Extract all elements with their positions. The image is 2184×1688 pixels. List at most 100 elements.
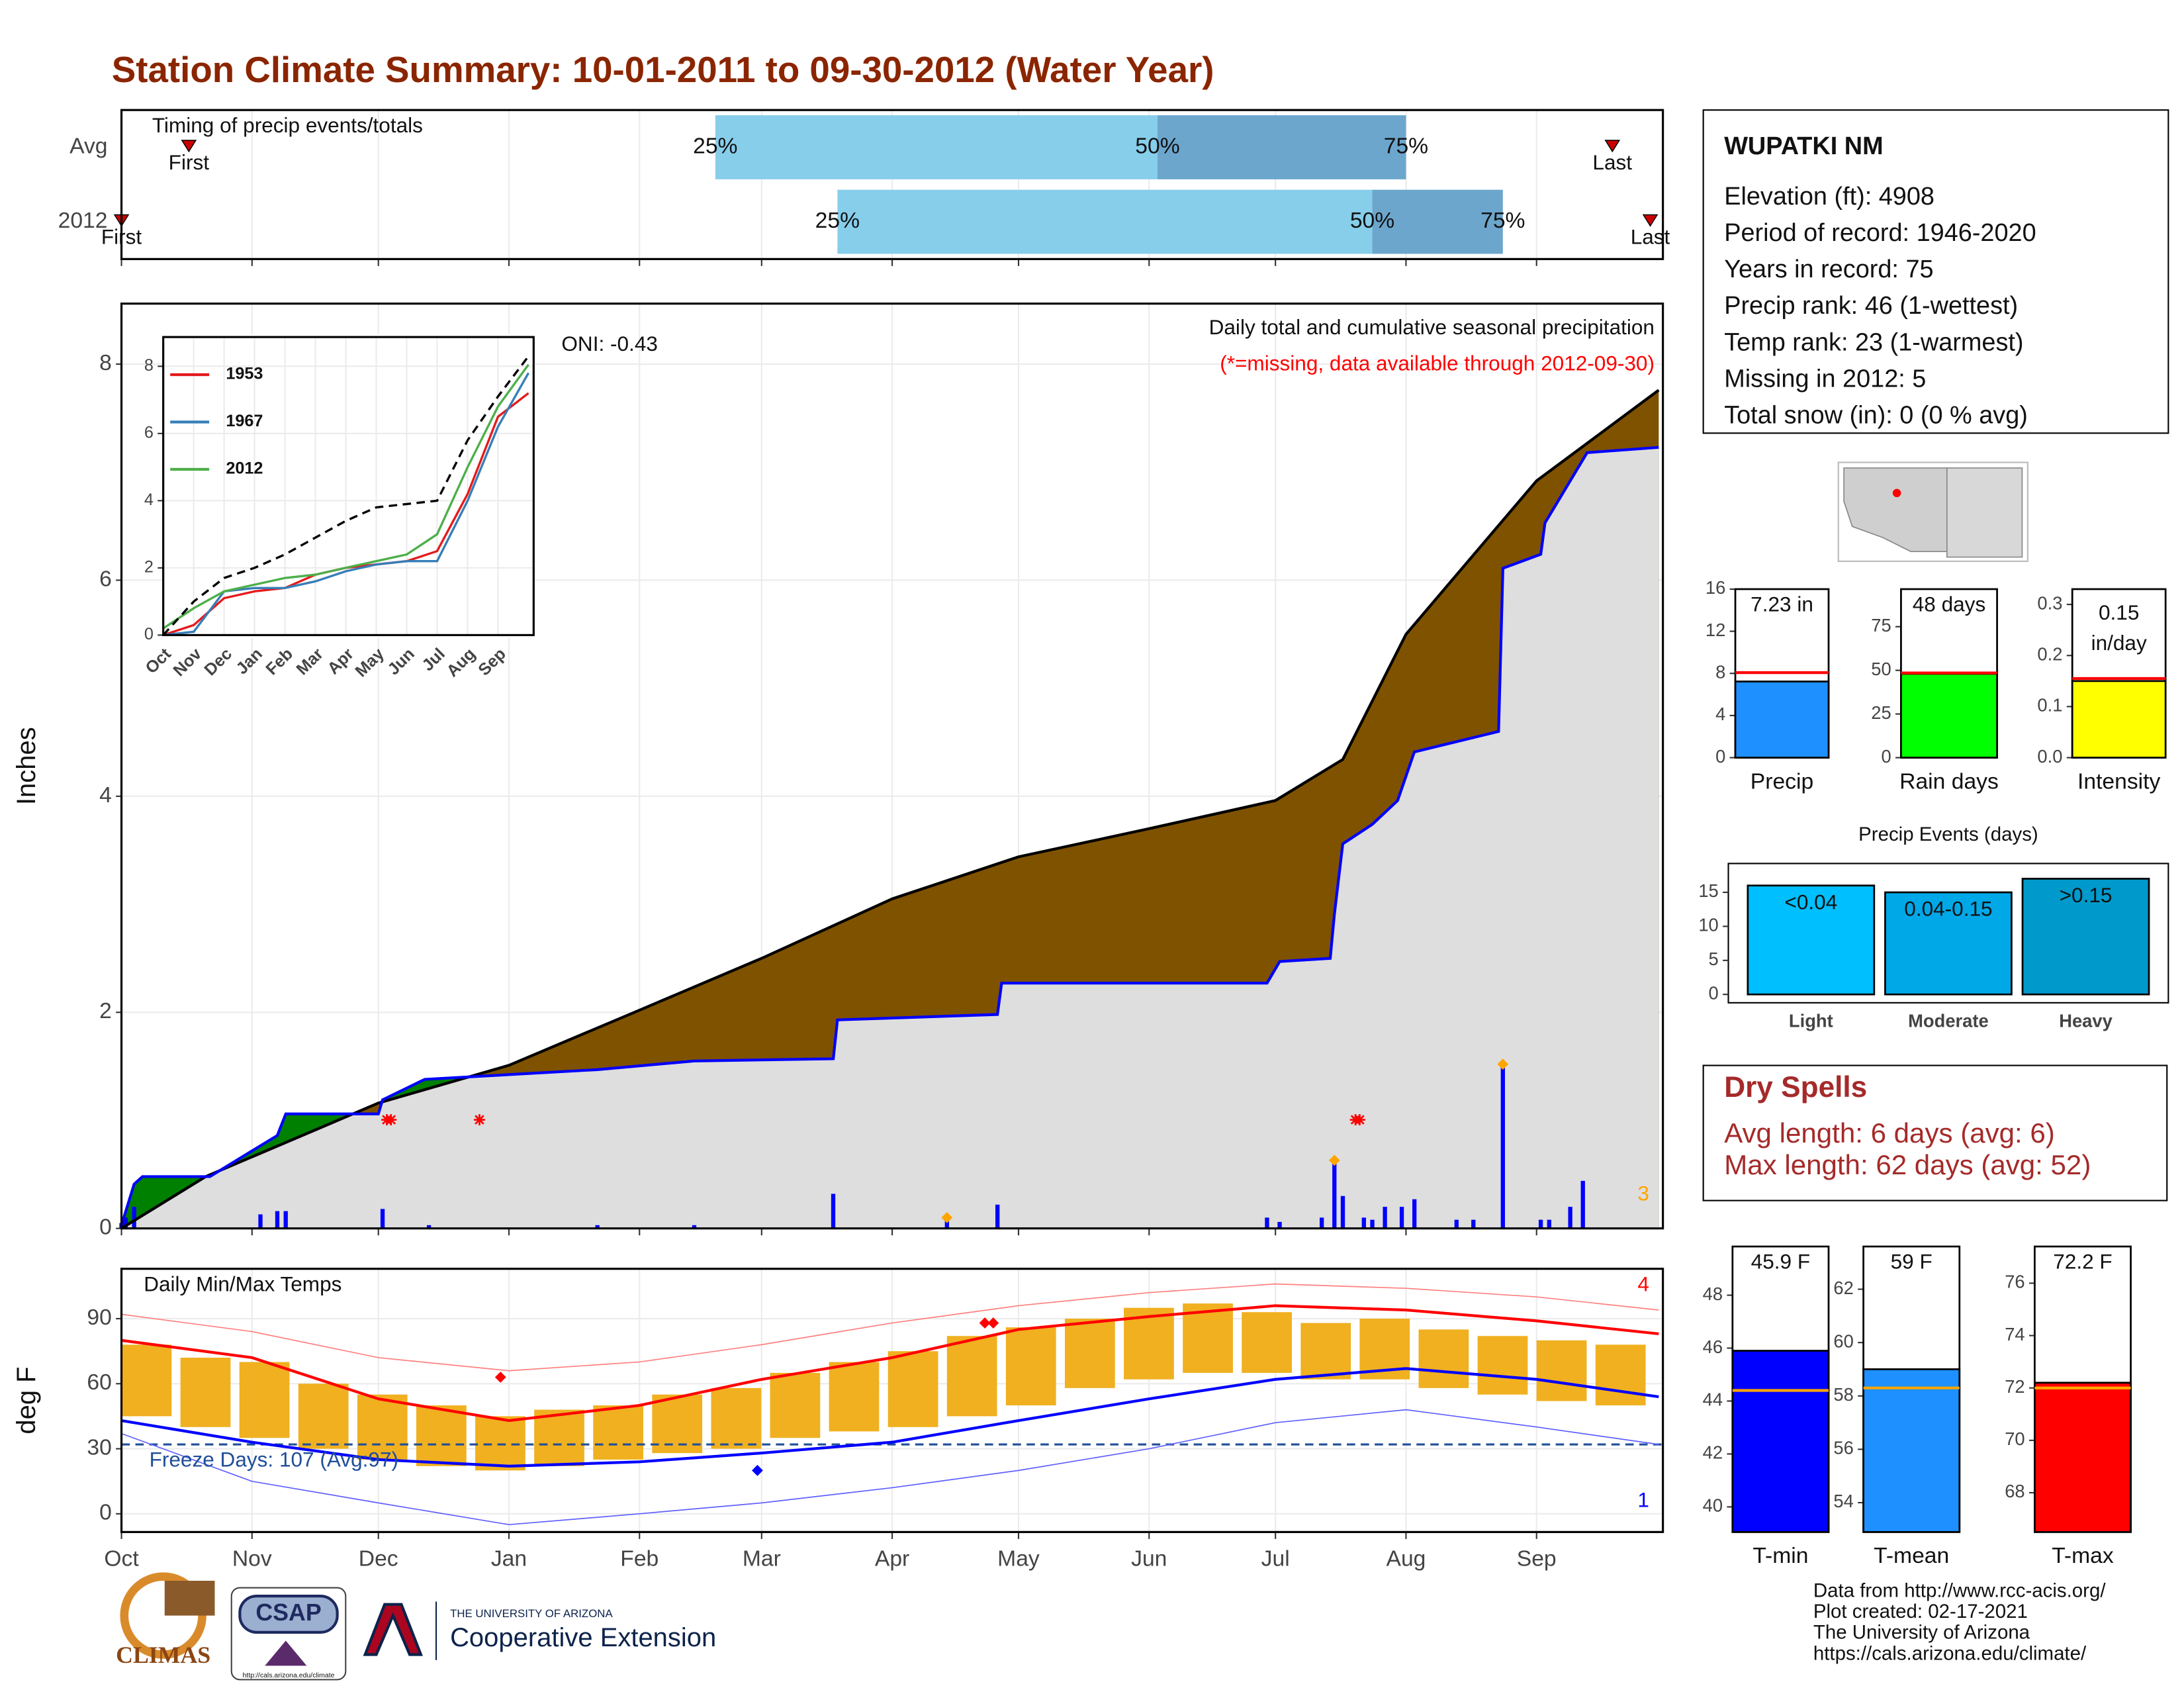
daily-temp-bar: [475, 1416, 525, 1471]
daily-precip-bar: [692, 1225, 697, 1229]
y-axis-label: Inches: [12, 727, 41, 805]
record-marker: [494, 1372, 506, 1383]
daily-precip-bar: [426, 1225, 432, 1229]
y-tick-label: 72: [2005, 1376, 2025, 1397]
daily-temp-bar: [1064, 1319, 1115, 1388]
dry-spells-box: [1702, 1064, 2168, 1201]
y-tick-label: 12: [1706, 620, 1725, 640]
daily-precip-bar: [1568, 1207, 1572, 1229]
missing-marker: [385, 1114, 397, 1125]
bar: [1884, 891, 2013, 996]
bin-label: <0.04: [1784, 890, 1837, 914]
category-label: Light: [1789, 1011, 1833, 1031]
y-tick-label: 4: [144, 491, 154, 509]
station-name: WUPATKI NM: [1724, 132, 1883, 160]
station-info: Missing in 2012: 5: [1724, 365, 1926, 393]
daily-temp-bar: [829, 1362, 880, 1432]
y-tick-label: 44: [1703, 1389, 1723, 1410]
quantile-label: 75%: [1480, 209, 1525, 233]
quantile-label: 50%: [1135, 134, 1179, 158]
y-tick-label: 4: [99, 783, 112, 808]
ua-logo: [363, 1603, 423, 1656]
series-line: [162, 363, 529, 630]
y-tick-label: 6: [99, 567, 112, 591]
y-tick-label: 76: [2005, 1272, 2025, 1292]
daily-temp-bar: [239, 1362, 290, 1438]
y-tick-label: 8: [144, 356, 154, 375]
panel-frame: [120, 1268, 1664, 1533]
last-label: Last: [1631, 225, 1670, 249]
bar: [1862, 1368, 1961, 1533]
station-info: Elevation (ft): 4908: [1724, 183, 1934, 211]
daily-temp-bar: [1477, 1336, 1528, 1395]
station-box: [1702, 109, 2169, 434]
credit-line: https://cals.arizona.edu/climate/: [1813, 1642, 2087, 1664]
highlight-count: 3: [1637, 1182, 1649, 1205]
y-tick-label: 2: [99, 999, 112, 1023]
bar: [2071, 680, 2167, 759]
daily-temp-bar: [770, 1372, 821, 1438]
y-tick-label: 5: [1709, 949, 1719, 969]
y-tick-label: 42: [1703, 1442, 1723, 1463]
credit-line: Plot created: 02-17-2021: [1813, 1601, 2028, 1622]
station-info: Temp rank: 23 (1-warmest): [1724, 328, 2023, 356]
daily-temp-bar: [946, 1336, 997, 1417]
x-tick-label: May: [997, 1546, 1040, 1571]
daily-temp-bar: [1418, 1329, 1469, 1388]
x-tick-label: Oct: [104, 1546, 139, 1571]
timing-marker: [181, 140, 197, 153]
y-tick-label: 56: [1833, 1438, 1853, 1458]
dry-spells-title: Dry Spells: [1724, 1071, 1867, 1103]
y-tick-label: 0: [144, 625, 154, 643]
daily-temp-bar: [1005, 1327, 1056, 1406]
daily-precip-bar: [1471, 1219, 1476, 1229]
y-tick-label: 0.0: [2037, 746, 2062, 767]
x-tick-label: Nov: [232, 1546, 272, 1571]
csap-url: http://cals.arizona.edu/climate: [243, 1671, 335, 1679]
row-label: Avg: [69, 134, 107, 158]
bin-label: >0.15: [2060, 883, 2113, 907]
climas-logo-text: CLIMAS: [116, 1642, 210, 1668]
first-label: First: [169, 150, 210, 174]
value-label: 72.2 F: [2053, 1250, 2112, 1274]
oni-annotation: ONI: -0.43: [561, 332, 658, 355]
panel-frame: [162, 336, 535, 636]
quantile-label: 25%: [693, 134, 737, 158]
daily-temp-bar: [711, 1387, 762, 1449]
inset-background: [163, 334, 534, 638]
daily-precip-bar: [1320, 1217, 1324, 1229]
y-tick-label: 16: [1706, 577, 1725, 598]
panel-frame: [120, 109, 1664, 260]
y-tick-label: 8: [1715, 661, 1725, 682]
y-tick-label: 10: [1698, 915, 1718, 935]
y-tick-label: 2: [144, 558, 154, 577]
daily-temp-bar: [357, 1394, 408, 1460]
cumulative-avg-line: [120, 389, 1660, 1230]
y-tick-label: 60: [87, 1370, 111, 1395]
missing-marker: [474, 1114, 485, 1125]
daily-precip-bar: [831, 1194, 836, 1229]
row-label: 2012: [58, 209, 108, 233]
value-label: 45.9 F: [1751, 1250, 1810, 1274]
category-label: Intensity: [2077, 769, 2161, 794]
base-area: [121, 447, 1659, 1229]
daily-precip-bar: [1412, 1199, 1417, 1229]
dry-spells-info: Max length: 62 days (avg: 52): [1724, 1149, 2091, 1180]
daily-precip-bar: [1332, 1160, 1337, 1229]
dry-spells-info: Avg length: 6 days (avg: 6): [1724, 1117, 2055, 1149]
x-tick-label: Feb: [620, 1546, 659, 1571]
x-tick-label: Sep: [1517, 1546, 1557, 1571]
y-tick-label: 25: [1871, 702, 1891, 723]
locator-map: [1837, 461, 2028, 562]
timing-marker: [1604, 140, 1621, 153]
panel-frame: [120, 303, 1664, 1230]
daily-precip-bar: [1500, 1064, 1505, 1229]
y-tick-label: 15: [1698, 880, 1718, 901]
value-label: 7.23 in: [1751, 592, 1813, 616]
cumulative-2012-line: [120, 445, 1659, 1226]
credit-line: Data from http://www.rcc-acis.org/: [1813, 1580, 2106, 1602]
x-tick-label: Jun: [1131, 1546, 1167, 1571]
quantile-label: 50%: [1350, 209, 1394, 233]
y-tick-label: 0.3: [2037, 592, 2062, 613]
category-label: T-min: [1752, 1544, 1808, 1568]
